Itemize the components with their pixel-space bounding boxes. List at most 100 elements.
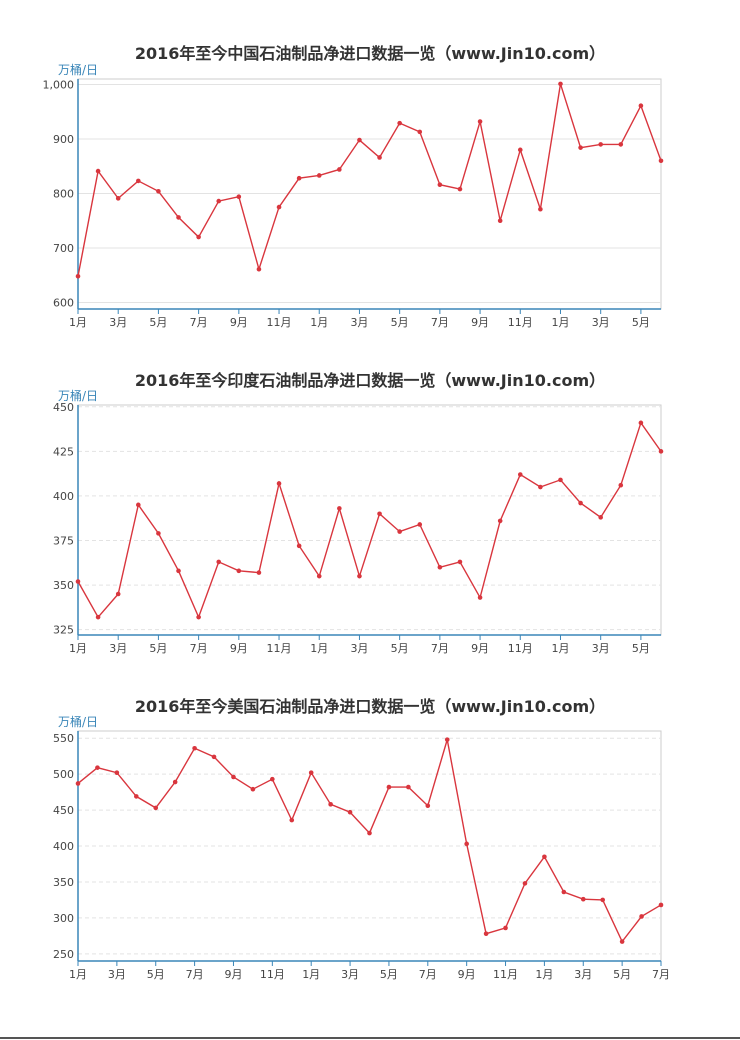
data-point	[75, 273, 81, 279]
y-tick-label: 400	[53, 490, 74, 503]
data-point	[276, 481, 282, 486]
data-point	[176, 215, 181, 220]
data-point	[172, 779, 178, 785]
data-point	[276, 204, 282, 210]
data-point	[457, 186, 463, 192]
data-point	[296, 543, 302, 549]
data-point	[377, 155, 382, 160]
data-point	[75, 579, 81, 584]
data-point	[558, 477, 563, 483]
page-bottom-divider	[0, 1037, 740, 1039]
x-tick-label: 1月	[310, 642, 328, 655]
chart-1-plot: 600 700 800 900 1,000 1月 3月 5月 7月 9月 11月 1月 3月 5月 7月 9月…	[43, 78, 664, 329]
x-tick-label: 7月	[186, 968, 204, 981]
chart-2-plot: 325 350 375 400 425 450 1月 3月 5月 7月 9月 11月 1月 3月 5月 7月 9…	[53, 401, 664, 655]
x-tick-label: 5月	[391, 642, 409, 655]
x-tick-label: 3月	[341, 968, 359, 981]
x-tick-label: 9月	[230, 642, 248, 655]
data-point	[296, 175, 302, 181]
data-point	[578, 145, 583, 150]
data-point	[95, 614, 101, 620]
x-tick-label: 5月	[632, 642, 650, 655]
series-line	[77, 421, 662, 620]
y-tick-label: 300	[53, 912, 74, 925]
data-point	[598, 142, 603, 147]
data-point	[357, 137, 362, 143]
chart-2-title: 2016年至今印度石油制品净进口数据一览（www.Jin10.com）	[134, 371, 606, 390]
y-tick-label: 250	[53, 948, 74, 961]
data-point	[75, 781, 81, 786]
data-point	[136, 178, 141, 184]
data-point	[417, 522, 423, 527]
data-point	[538, 484, 543, 490]
data-point	[425, 803, 431, 809]
x-tick-label: 9月	[471, 316, 489, 329]
x-tick-label: 3月	[109, 316, 127, 329]
data-point	[347, 809, 353, 815]
data-point	[328, 802, 333, 807]
y-tick-label: 800	[53, 187, 74, 200]
y-tick-label: 900	[53, 133, 74, 146]
data-point	[578, 500, 583, 506]
chart-3-title: 2016年至今美国石油制品净进口数据一览（www.Jin10.com）	[134, 697, 606, 716]
x-tick-label: 7月	[190, 316, 208, 329]
data-point	[497, 518, 503, 524]
data-point	[136, 502, 141, 508]
data-point	[316, 173, 322, 178]
x-tick-label: 7月	[652, 968, 670, 981]
x-tick-label: 5月	[149, 316, 167, 329]
x-tick-label: 9月	[458, 968, 476, 981]
y-tick-label: 325	[53, 624, 74, 637]
data-point	[337, 167, 342, 172]
y-tick-label: 500	[53, 768, 74, 781]
data-point	[216, 198, 222, 204]
data-point	[457, 559, 463, 565]
y-tick-label: 400	[53, 840, 74, 853]
series-line	[77, 83, 662, 277]
y-tick-label: 600	[53, 296, 74, 309]
data-point	[95, 765, 100, 770]
x-tick-label: 1月	[69, 642, 87, 655]
chart-2-y-unit: 万桶/日	[58, 389, 99, 403]
data-point	[437, 564, 443, 570]
x-tick-label: 5月	[391, 316, 409, 329]
data-point	[444, 737, 450, 742]
data-point	[638, 103, 644, 109]
x-tick-label: 1月	[69, 316, 87, 329]
x-tick-label: 11月	[260, 968, 285, 981]
data-point	[192, 745, 197, 751]
x-tick-label: 5月	[149, 642, 167, 655]
data-point	[377, 511, 382, 517]
data-point	[386, 784, 392, 790]
data-point	[503, 925, 508, 931]
data-point	[256, 570, 262, 575]
x-tick-label: 11月	[493, 968, 518, 981]
data-point	[236, 194, 242, 200]
chart-3-plot: 250 300 350 400 450 500 550 1月 3月 5月 7月 9月 11月 1月 3月 5月…	[53, 730, 670, 981]
x-tick-label: 9月	[230, 316, 248, 329]
data-point	[483, 931, 489, 936]
data-point	[367, 830, 372, 836]
x-tick-label: 5月	[147, 968, 165, 981]
x-tick-label: 3月	[574, 968, 592, 981]
data-point	[538, 206, 543, 212]
data-point	[658, 449, 664, 454]
x-tick-label: 3月	[592, 642, 610, 655]
y-tick-label: 450	[53, 401, 74, 414]
data-point	[397, 529, 402, 534]
x-tick-label: 1月	[551, 316, 569, 329]
y-tick-label: 350	[53, 579, 74, 592]
x-tick-label: 5月	[632, 316, 650, 329]
data-point	[236, 568, 242, 574]
data-point	[134, 794, 139, 799]
data-point	[618, 482, 624, 488]
x-tick-label: 11月	[267, 316, 292, 329]
data-point	[517, 472, 523, 477]
x-tick-label: 11月	[267, 642, 292, 655]
x-tick-label: 3月	[109, 642, 127, 655]
x-tick-label: 7月	[431, 316, 449, 329]
data-point	[270, 776, 275, 782]
data-point	[156, 188, 161, 194]
x-tick-label: 11月	[508, 316, 533, 329]
data-point	[477, 119, 483, 124]
